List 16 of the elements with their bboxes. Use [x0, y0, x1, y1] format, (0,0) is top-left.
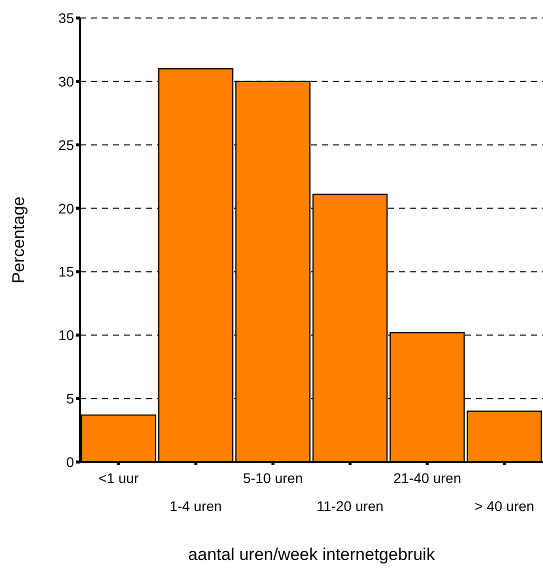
y-tick-label: 25 [58, 136, 74, 153]
x-tick-label: 1-4 uren [170, 498, 222, 514]
y-tick-label: 0 [66, 454, 74, 470]
x-tick-label: 21-40 uren [393, 470, 462, 486]
x-tick-label: 11-20 uren [316, 498, 384, 514]
y-tick-label: 35 [58, 10, 74, 26]
y-tick-label: 5 [66, 390, 74, 407]
x-tick-label: > 40 uren [474, 498, 534, 514]
y-tick-label: 30 [58, 73, 74, 90]
y-tick-label: 15 [58, 264, 74, 280]
x-tick-label: 5-10 uren [242, 470, 303, 486]
y-tick-label: 20 [58, 200, 74, 216]
x-tick-label: <1 uur [98, 470, 139, 486]
x-axis-title: aantal uren/week internetgebruik [188, 545, 436, 564]
y-axis-title: Percentage [9, 196, 28, 284]
y-tick-label: 10 [58, 327, 74, 344]
